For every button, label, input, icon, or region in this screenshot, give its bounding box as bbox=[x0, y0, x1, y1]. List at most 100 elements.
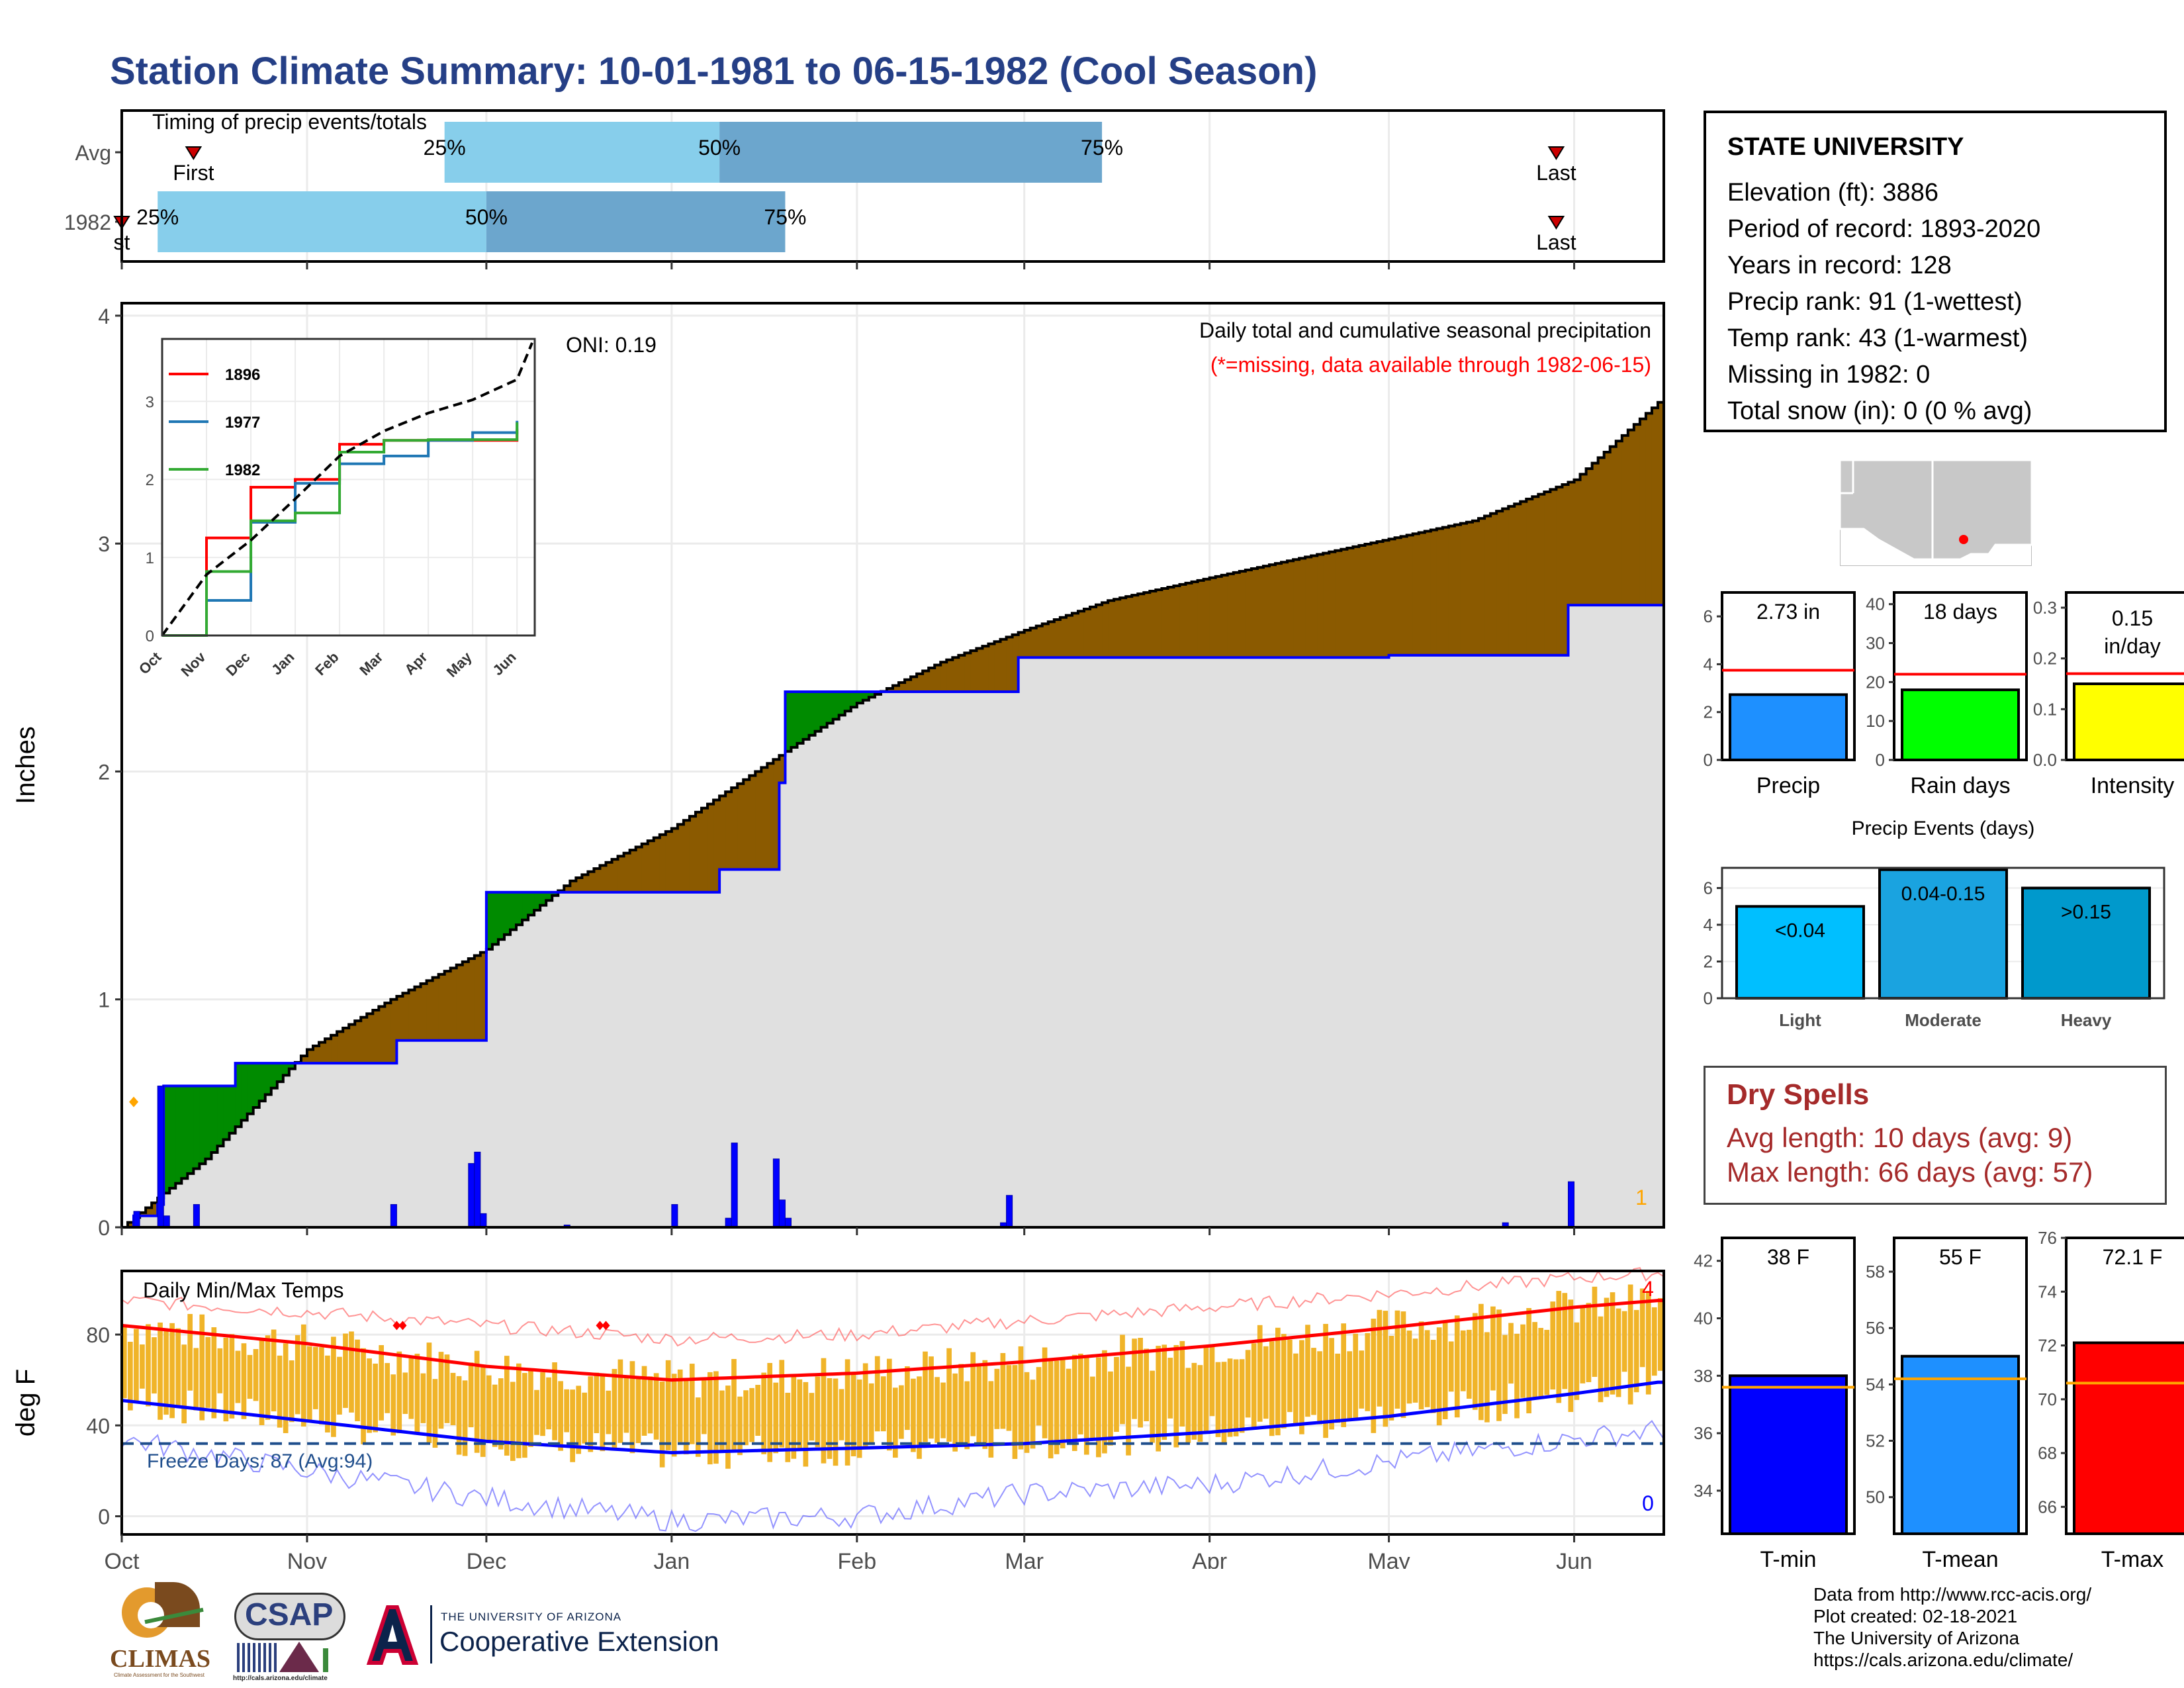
mini-y-tick-label: 56 bbox=[1866, 1318, 1885, 1338]
season-stats-bars: 0 2 4 6 2.73 in Precip 0 10 20 30 40 18 days Rain da… bbox=[1704, 591, 2184, 798]
precip-surplus-area bbox=[217, 1086, 224, 1147]
daily-temp-bar bbox=[1071, 1354, 1077, 1451]
precip-deficit-area bbox=[1335, 550, 1342, 658]
record-low-count: 0 bbox=[1642, 1491, 1654, 1515]
precip-deficit-area bbox=[1574, 479, 1581, 606]
daily-temp-bar bbox=[988, 1381, 994, 1458]
daily-temp-bar bbox=[1394, 1310, 1400, 1409]
daily-temp-bar bbox=[1066, 1368, 1071, 1440]
station-details: Elevation (ft): 3886 Period of record: 18… bbox=[1727, 175, 2164, 430]
daily-temp-bar bbox=[1371, 1319, 1377, 1433]
station-name: STATE UNIVERSITY bbox=[1727, 133, 1964, 161]
daily-temp-bar bbox=[1460, 1330, 1466, 1391]
precip-deficit-area bbox=[1341, 549, 1347, 658]
daily-temp-bar bbox=[934, 1377, 940, 1443]
temp-y-tick-label: 0 bbox=[98, 1505, 110, 1529]
avg-min-temp-line bbox=[121, 1380, 1664, 1454]
precip-surplus-area bbox=[510, 892, 517, 930]
precip-surplus-area bbox=[277, 1063, 284, 1082]
daily-temp-bar bbox=[1077, 1353, 1083, 1434]
precip-surplus-area bbox=[803, 691, 810, 739]
precip-deficit-area bbox=[702, 808, 708, 892]
station-detail-line: Years in record: 128 bbox=[1727, 252, 1952, 279]
precip-deficit-area bbox=[325, 1039, 332, 1064]
precip-deficit-area bbox=[1203, 579, 1210, 658]
precip-deficit-area bbox=[1502, 508, 1509, 655]
mini-y-tick-label: 0.0 bbox=[2033, 750, 2057, 770]
event-category-label: Heavy bbox=[2061, 1010, 2112, 1030]
daily-temp-bar bbox=[140, 1344, 145, 1389]
precip-deficit-area bbox=[331, 1035, 338, 1064]
daily-temp-bar bbox=[1353, 1333, 1359, 1418]
daily-temp-bar bbox=[361, 1348, 366, 1444]
mini-x-label: Precip bbox=[1756, 773, 1820, 798]
daily-temp-bar bbox=[1179, 1340, 1185, 1427]
precip-deficit-area bbox=[1329, 551, 1336, 658]
precip-deficit-area bbox=[343, 1028, 349, 1064]
daily-temp-bar bbox=[671, 1374, 677, 1457]
daily-temp-bar bbox=[970, 1352, 976, 1436]
precip-deficit-area bbox=[1114, 599, 1120, 658]
daily-temp-bar bbox=[498, 1378, 504, 1450]
daily-temp-bar bbox=[582, 1392, 588, 1444]
precip-deficit-area bbox=[444, 971, 451, 1041]
precip-surplus-area bbox=[844, 691, 852, 712]
daily-temp-bar bbox=[462, 1380, 468, 1456]
page-title: Station Climate Summary: 10-01-1981 to 0… bbox=[110, 50, 1318, 93]
daily-temp-bar bbox=[426, 1342, 432, 1443]
precip-deficit-area bbox=[1430, 530, 1437, 655]
last-event-label: Last bbox=[1536, 161, 1576, 185]
daily-temp-bar bbox=[1030, 1380, 1036, 1449]
precip-deficit-area bbox=[1436, 528, 1443, 655]
mini-x-label: T-mean bbox=[1922, 1547, 1998, 1572]
ua-a-icon bbox=[366, 1605, 419, 1665]
daily-temp-bar bbox=[1454, 1315, 1460, 1418]
precip-deficit-area bbox=[635, 847, 643, 892]
precip-deficit-area bbox=[355, 1021, 361, 1064]
daily-temp-bar bbox=[241, 1343, 247, 1419]
daily-temp-bar bbox=[964, 1381, 970, 1450]
precip-deficit-area bbox=[408, 990, 416, 1041]
precip-deficit-area bbox=[893, 685, 899, 692]
precip-deficit-area bbox=[396, 996, 404, 1041]
csap-url: http://cals.arizona.edu/climate bbox=[233, 1675, 328, 1682]
precip-deficit-area bbox=[1484, 516, 1491, 655]
inset-border bbox=[161, 338, 536, 637]
daily-temp-bar bbox=[1430, 1340, 1436, 1413]
precip-deficit-area bbox=[450, 968, 457, 1041]
precip-deficit-area bbox=[641, 843, 649, 892]
precip-deficit-area bbox=[1508, 506, 1515, 655]
timing-panel-title: Timing of precip events/totals bbox=[152, 110, 427, 134]
daily-temp-bar bbox=[1383, 1311, 1388, 1427]
timing-bar-q1 bbox=[158, 191, 486, 252]
precip-surplus-area bbox=[187, 1086, 194, 1174]
precip-surplus-area bbox=[809, 691, 816, 735]
precip-deficit-area bbox=[582, 874, 589, 892]
daily-temp-bar bbox=[1227, 1358, 1233, 1437]
timing-pct-label: 25% bbox=[424, 136, 466, 160]
daily-temp-bar bbox=[803, 1382, 809, 1467]
dry-spells-avg: Avg length: 10 days (avg: 9) bbox=[1727, 1122, 2073, 1153]
record-high-marker bbox=[398, 1321, 407, 1331]
inset-legend-label: 1896 bbox=[225, 366, 260, 384]
daily-temp-bar bbox=[1281, 1334, 1287, 1429]
precip-surplus-area bbox=[862, 691, 870, 700]
mini-x-label: T-max bbox=[2101, 1547, 2163, 1572]
precip-surplus-area bbox=[839, 691, 846, 716]
daily-temp-bar bbox=[588, 1376, 594, 1452]
daily-temp-bar bbox=[1538, 1328, 1544, 1399]
mini-x-label: Intensity bbox=[2091, 773, 2175, 798]
daily-temp-bar bbox=[187, 1313, 193, 1391]
mini-y-tick-label: 42 bbox=[1694, 1251, 1713, 1271]
precip-deficit-area bbox=[1538, 494, 1545, 655]
precip-surplus-area bbox=[833, 691, 840, 720]
daily-temp-bar bbox=[893, 1387, 898, 1458]
precip-deficit-area bbox=[1305, 557, 1312, 658]
mini-value-unit: in/day bbox=[2104, 634, 2160, 658]
daily-temp-bar bbox=[1269, 1341, 1275, 1436]
precip-deficit-area bbox=[917, 673, 923, 692]
precip-deficit-area bbox=[1012, 634, 1019, 692]
mini-y-tick-label: 74 bbox=[2038, 1282, 2057, 1301]
precip-surplus-area bbox=[163, 1086, 170, 1194]
daily-temp-bar bbox=[349, 1331, 354, 1413]
